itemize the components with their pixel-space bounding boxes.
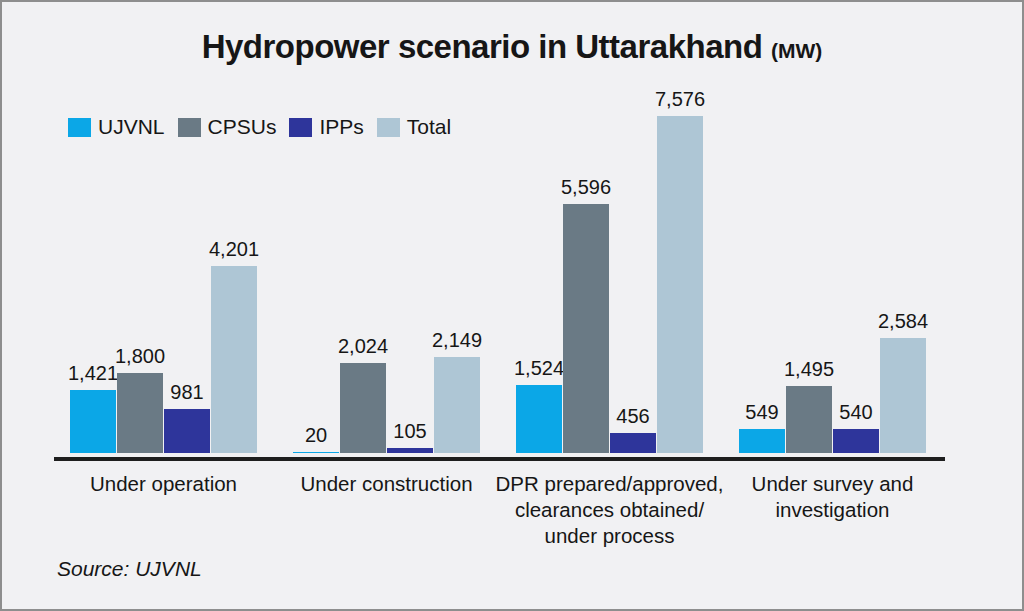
bar-group: 5491,4955402,584	[739, 338, 926, 453]
bar-ujvnl	[516, 385, 562, 453]
bar-cpsus	[117, 373, 163, 453]
bar-ipps	[387, 448, 433, 453]
bar-total	[434, 357, 480, 453]
plot-area: 1,4211,8009814,201202,0241052,1491,5245,…	[70, 108, 926, 453]
bar-group: 202,0241052,149	[293, 357, 480, 453]
category-label-text: Under operation	[90, 471, 237, 549]
chart-title-text: Hydropower scenario in Uttarakhand	[202, 28, 763, 65]
chart-title: Hydropower scenario in Uttarakhand (MW)	[2, 28, 1022, 66]
category-label-text: DPR prepared/approved, clearances obtain…	[496, 471, 724, 549]
bar-ujvnl	[293, 452, 339, 453]
bar-wrap: 4,201	[211, 266, 257, 453]
bar-value-label: 2,149	[432, 329, 482, 352]
bar-wrap: 1,495	[786, 386, 832, 453]
bar-wrap: 1,800	[117, 373, 163, 453]
bar-value-label: 549	[745, 401, 778, 424]
source-note: Source: UJVNL	[57, 557, 202, 581]
chart-title-unit: (MW)	[771, 39, 822, 62]
bar-value-label: 1,800	[115, 345, 165, 368]
bar-wrap: 7,576	[657, 116, 703, 453]
bar-value-label: 105	[393, 420, 426, 443]
bar-ipps	[833, 429, 879, 453]
bar-value-label: 7,576	[655, 88, 705, 111]
category-label: Under construction	[293, 471, 480, 549]
bar-wrap: 5,596	[563, 204, 609, 453]
bar-value-label: 1,421	[68, 362, 118, 385]
bar-value-label: 20	[305, 424, 327, 447]
bar-wrap: 2,024	[340, 363, 386, 453]
category-label: Under survey and investigation	[739, 471, 926, 549]
bar-wrap: 105	[387, 448, 433, 453]
bar-ipps	[610, 433, 656, 453]
bar-value-label: 981	[170, 381, 203, 404]
bar-value-label: 5,596	[561, 176, 611, 199]
bar-value-label: 1,495	[784, 358, 834, 381]
x-axis-line	[54, 457, 945, 461]
category-label: Under operation	[70, 471, 257, 549]
bar-group: 1,4211,8009814,201	[70, 266, 257, 453]
bar-value-label: 2,024	[338, 335, 388, 358]
bar-total	[657, 116, 703, 453]
bar-total	[880, 338, 926, 453]
bar-total	[211, 266, 257, 453]
bar-value-label: 1,524	[514, 357, 564, 380]
chart-frame: Hydropower scenario in Uttarakhand (MW) …	[0, 0, 1024, 611]
bar-value-label: 4,201	[209, 238, 259, 261]
bar-ujvnl	[70, 390, 116, 453]
bar-wrap: 1,524	[516, 385, 562, 453]
bar-cpsus	[786, 386, 832, 453]
category-labels: Under operation Under construction DPR pre…	[70, 471, 926, 549]
bar-ujvnl	[739, 429, 785, 453]
bar-wrap: 1,421	[70, 390, 116, 453]
category-label: DPR prepared/approved, clearances obtain…	[516, 471, 703, 549]
bar-value-label: 540	[839, 401, 872, 424]
bar-cpsus	[340, 363, 386, 453]
bar-wrap: 549	[739, 429, 785, 453]
category-label-text: Under construction	[300, 471, 472, 549]
bar-ipps	[164, 409, 210, 453]
bar-value-label: 456	[616, 405, 649, 428]
bar-wrap: 456	[610, 433, 656, 453]
bar-cpsus	[563, 204, 609, 453]
bar-group: 1,5245,5964567,576	[516, 116, 703, 453]
bar-wrap: 2,149	[434, 357, 480, 453]
bar-wrap: 20	[293, 452, 339, 453]
bar-value-label: 2,584	[878, 310, 928, 333]
bar-wrap: 981	[164, 409, 210, 453]
bar-wrap: 2,584	[880, 338, 926, 453]
category-label-text: Under survey and investigation	[752, 471, 914, 549]
bar-wrap: 540	[833, 429, 879, 453]
